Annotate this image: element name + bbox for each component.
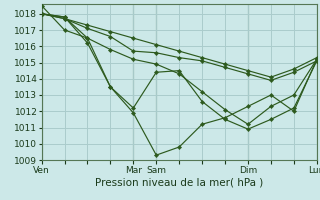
X-axis label: Pression niveau de la mer( hPa ): Pression niveau de la mer( hPa ): [95, 177, 263, 187]
